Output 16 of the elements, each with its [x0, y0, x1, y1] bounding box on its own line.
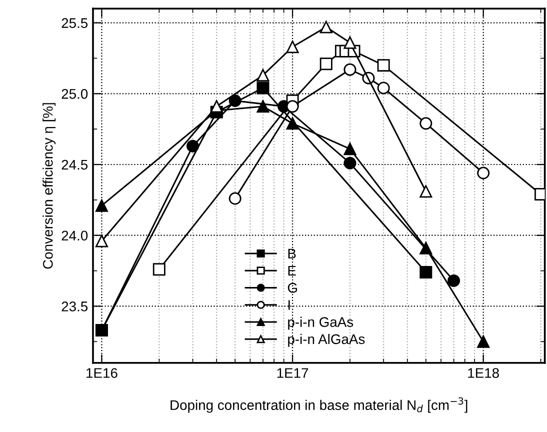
legend-label: E	[288, 266, 296, 276]
legend-label: B	[288, 248, 296, 258]
legend-label: p-i-n AlGaAs	[288, 334, 365, 347]
legend-label: p-i-n GaAs	[288, 316, 354, 330]
x-tick-label: 1E18	[468, 368, 499, 378]
y-tick-label: 24.5	[62, 160, 88, 170]
legend-label: I	[288, 300, 290, 310]
x-axis-title: Doping concentration in base material N$_{d}$ [cm$^{−3}$]	[170, 397, 468, 413]
y-axis-title: Conversion efficiency η [%]	[42, 103, 56, 269]
x-tick-label: 1E17	[277, 368, 308, 378]
y-tick-label: 23.5	[62, 302, 88, 312]
y-tick-label: 25.5	[62, 18, 88, 28]
y-tick-label: 24.0	[62, 230, 88, 241]
legend-label: G	[288, 282, 297, 293]
x-tick-label: 1E16	[86, 368, 118, 378]
y-tick-label: 25.0	[62, 88, 88, 99]
